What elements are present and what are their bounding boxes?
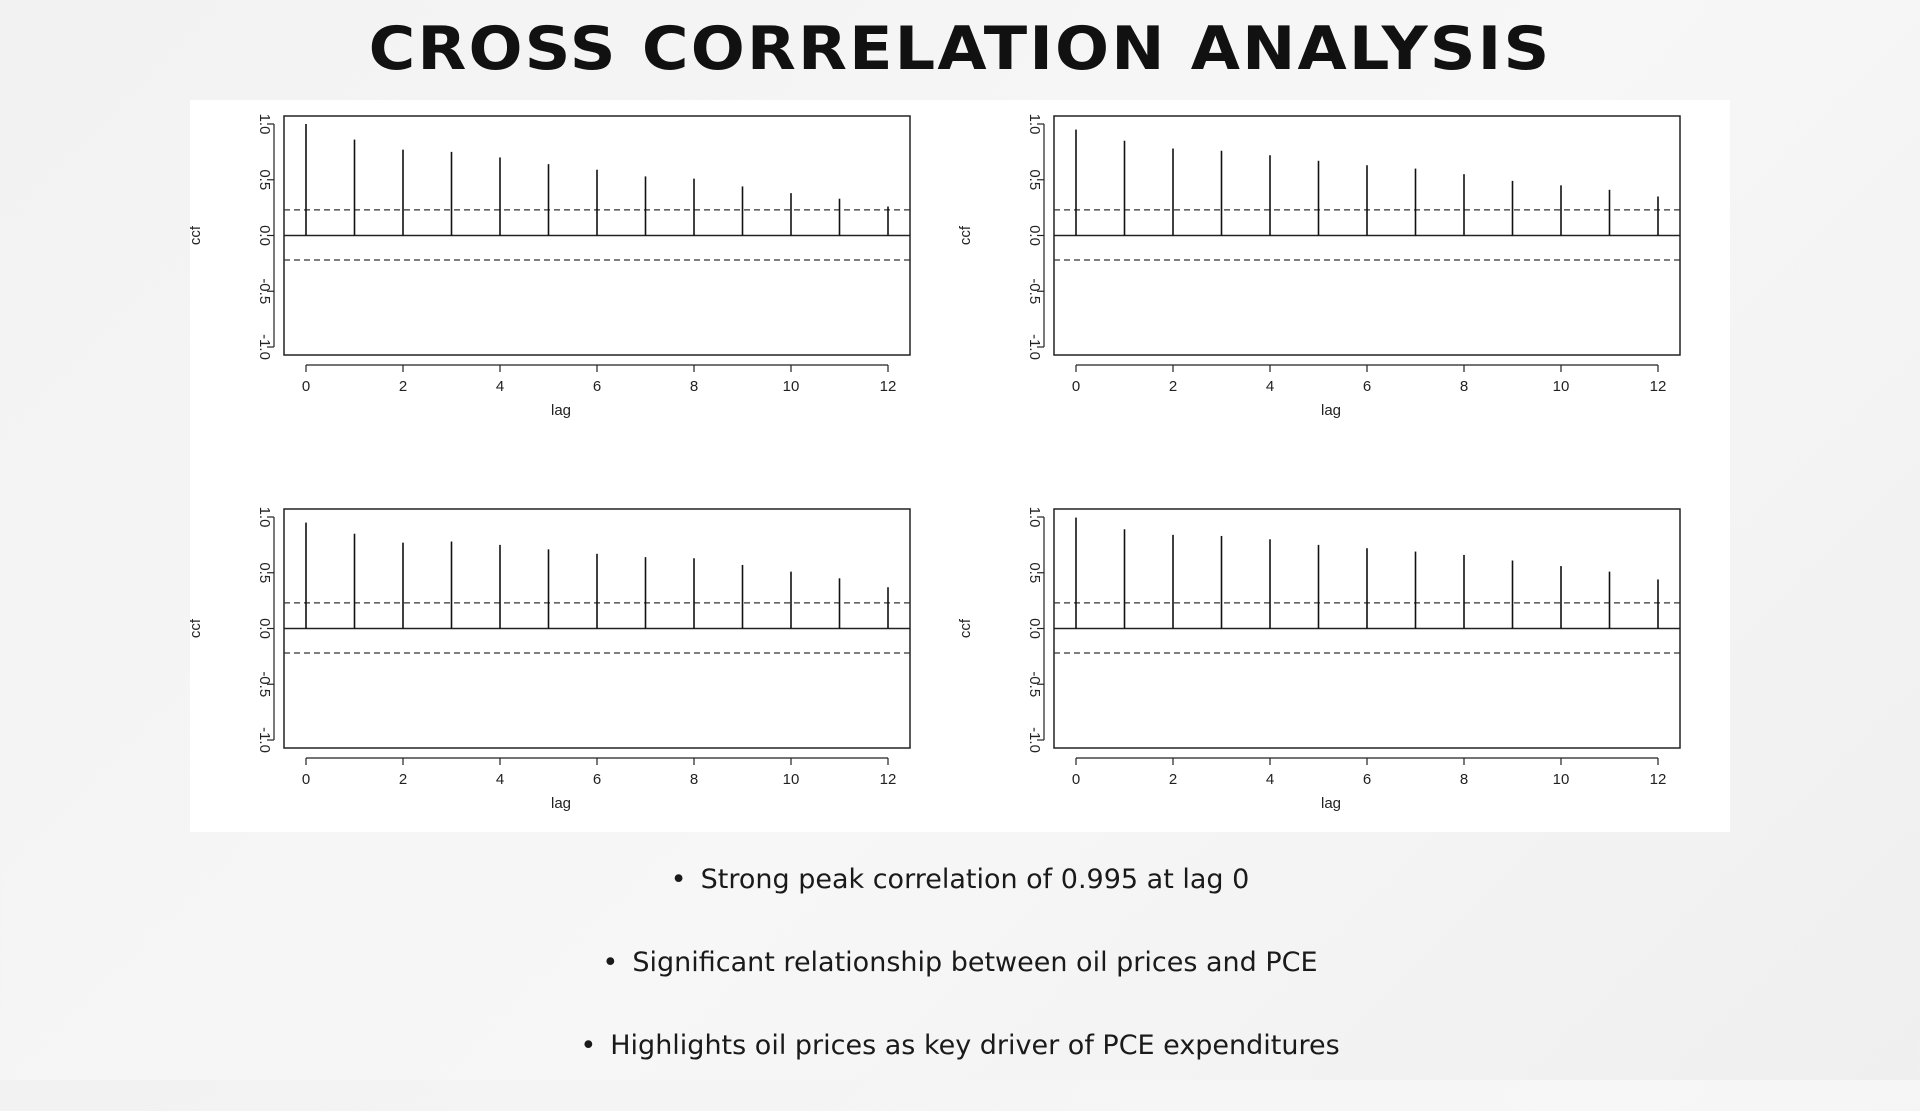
x-tick-label: 0 (302, 771, 310, 788)
y-tick-label: -1.0 (1026, 334, 1043, 360)
y-tick-label: -1.0 (256, 334, 273, 360)
x-tick-label: 12 (1650, 378, 1667, 395)
y-tick-label: -0.5 (1026, 671, 1043, 697)
x-tick-label: 4 (1266, 378, 1274, 395)
x-axis-label: lag (1321, 795, 1341, 812)
y-tick-label: 1.0 (1026, 507, 1043, 528)
x-tick-label: 2 (399, 771, 407, 788)
x-tick-label: 4 (496, 771, 504, 788)
x-tick-label: 6 (593, 378, 601, 395)
y-tick-label: 0.5 (1026, 562, 1043, 583)
y-axis-label: ccf (957, 618, 974, 638)
x-tick-label: 12 (880, 378, 897, 395)
bullet-dot: • (580, 1030, 597, 1061)
x-tick-label: 12 (880, 771, 897, 788)
y-axis-label: ccf (190, 225, 204, 245)
x-tick-label: 12 (1650, 771, 1667, 788)
y-tick-label: 0.0 (1026, 618, 1043, 639)
x-tick-label: 6 (1363, 771, 1371, 788)
y-tick-label: 0.5 (256, 562, 273, 583)
x-tick-label: 2 (1169, 771, 1177, 788)
ccf-charts-svg: -1.0 -0.5 0.0 0.5 1.0 0 2 4 6 8 10 12 lag ccf -1.0 -0.5… (190, 114, 1681, 812)
x-tick-label: 0 (1072, 771, 1080, 788)
x-tick-label: 6 (593, 771, 601, 788)
ccf-chart-panel: -1.0 -0.5 0.0 0.5 1.0 0 2 4 6 8 10 12 lag ccf -1.0 -0.5… (190, 100, 1730, 832)
y-tick-label: 1.0 (256, 114, 273, 135)
bullet-dot: • (602, 947, 619, 978)
bullet-item: • Strong peak correlation of 0.995 at lag… (0, 862, 1920, 945)
x-tick-label: 10 (783, 771, 800, 788)
y-tick-label: 0.5 (256, 169, 273, 190)
y-tick-label: 0.0 (256, 618, 273, 639)
x-tick-label: 8 (1460, 378, 1468, 395)
y-axis-label: ccf (190, 618, 204, 638)
bullet-item: • Highlights oil prices as key driver of … (0, 1028, 1920, 1111)
x-tick-label: 6 (1363, 378, 1371, 395)
y-tick-label: -0.5 (1026, 278, 1043, 304)
x-tick-label: 2 (1169, 378, 1177, 395)
x-axis-label: lag (551, 795, 571, 812)
y-tick-label: 0.0 (1026, 225, 1043, 246)
y-tick-label: -1.0 (256, 727, 273, 753)
x-tick-label: 0 (302, 378, 310, 395)
y-tick-label: 0.0 (256, 225, 273, 246)
x-tick-label: 4 (496, 378, 504, 395)
y-axis-label: ccf (957, 225, 974, 245)
x-tick-label: 10 (1553, 771, 1570, 788)
y-tick-label: -0.5 (256, 278, 273, 304)
slide-title: CROSS CORRELATION ANALYSIS (368, 14, 1552, 84)
x-tick-label: 10 (783, 378, 800, 395)
y-tick-label: -1.0 (1026, 727, 1043, 753)
x-tick-label: 2 (399, 378, 407, 395)
bullet-text: Strong peak correlation of 0.995 at lag … (700, 864, 1250, 895)
y-tick-label: -0.5 (256, 671, 273, 697)
x-tick-label: 8 (690, 771, 698, 788)
x-tick-label: 8 (1460, 771, 1468, 788)
y-tick-label: 1.0 (256, 507, 273, 528)
x-axis-label: lag (1321, 402, 1341, 419)
bullet-text: Significant relationship between oil pri… (632, 947, 1318, 978)
y-tick-label: 1.0 (1026, 114, 1043, 135)
x-tick-label: 8 (690, 378, 698, 395)
x-tick-label: 10 (1553, 378, 1570, 395)
bullet-list: • Strong peak correlation of 0.995 at lag… (0, 862, 1920, 1111)
bullet-dot: • (670, 864, 687, 895)
y-tick-label: 0.5 (1026, 169, 1043, 190)
bullet-item: • Significant relationship between oil pr… (0, 945, 1920, 1028)
x-axis-label: lag (551, 402, 571, 419)
x-tick-label: 4 (1266, 771, 1274, 788)
bullet-text: Highlights oil prices as key driver of P… (610, 1030, 1340, 1061)
x-tick-label: 0 (1072, 378, 1080, 395)
